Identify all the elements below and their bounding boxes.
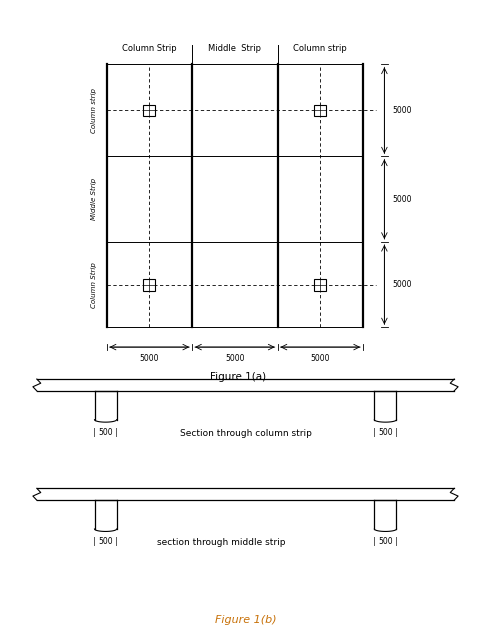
Text: 500: 500 bbox=[98, 537, 113, 546]
Text: 5000: 5000 bbox=[310, 354, 330, 363]
Bar bbox=[314, 104, 326, 116]
Text: 5000: 5000 bbox=[393, 106, 412, 115]
Text: 5000: 5000 bbox=[393, 195, 412, 204]
Text: |: | bbox=[115, 428, 118, 437]
Text: |: | bbox=[373, 537, 376, 546]
Text: Column strip: Column strip bbox=[90, 88, 97, 133]
Text: section through middle strip: section through middle strip bbox=[157, 538, 285, 547]
Text: Column Strip: Column Strip bbox=[90, 262, 97, 308]
Text: |: | bbox=[115, 537, 118, 546]
Bar bbox=[143, 279, 155, 291]
Text: Column Strip: Column Strip bbox=[122, 44, 177, 53]
Text: Column strip: Column strip bbox=[294, 44, 347, 53]
Bar bbox=[143, 104, 155, 116]
Text: 5000: 5000 bbox=[393, 280, 412, 289]
Text: |: | bbox=[395, 428, 398, 437]
Text: Section through column strip: Section through column strip bbox=[180, 429, 311, 438]
Text: 500: 500 bbox=[378, 537, 393, 546]
Text: |: | bbox=[395, 537, 398, 546]
Text: 500: 500 bbox=[378, 428, 393, 437]
Text: Figure 1(a): Figure 1(a) bbox=[210, 372, 266, 382]
Text: 500: 500 bbox=[98, 428, 113, 437]
Text: 5000: 5000 bbox=[139, 354, 159, 363]
Text: Figure 1(b): Figure 1(b) bbox=[215, 615, 276, 625]
Text: Middle Strip: Middle Strip bbox=[90, 178, 97, 221]
Text: |: | bbox=[373, 428, 376, 437]
Text: |: | bbox=[93, 537, 96, 546]
Text: |: | bbox=[93, 428, 96, 437]
Text: Middle  Strip: Middle Strip bbox=[208, 44, 261, 53]
Text: 5000: 5000 bbox=[225, 354, 245, 363]
Bar bbox=[314, 279, 326, 291]
